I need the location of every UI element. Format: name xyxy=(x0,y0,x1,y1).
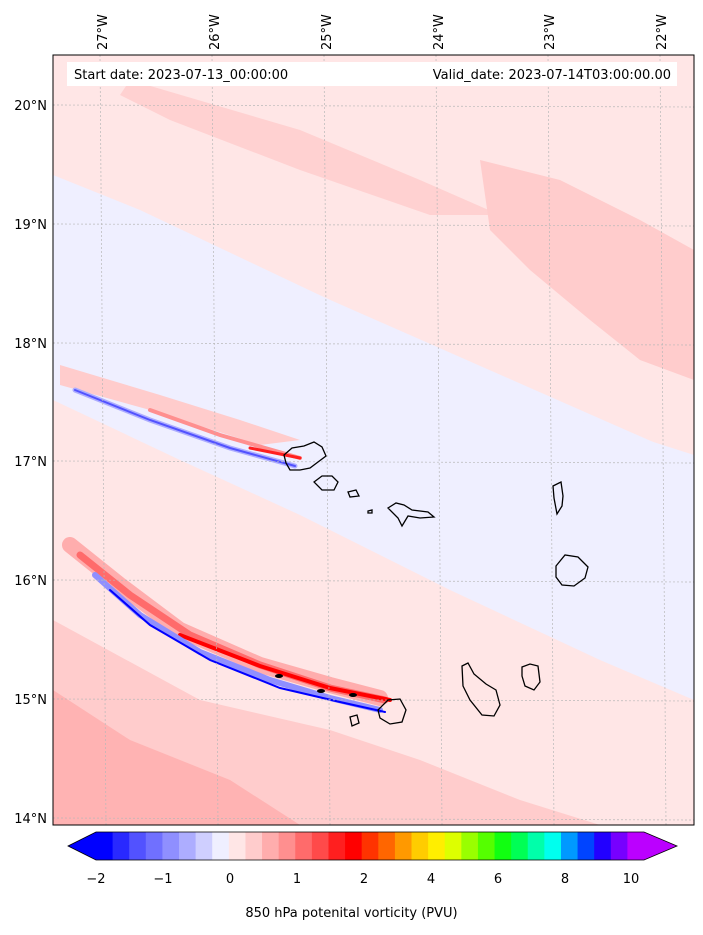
gridline xyxy=(53,579,694,583)
lat-tick-label: 15°N xyxy=(14,693,47,708)
cbar-tick-label: 2 xyxy=(360,872,368,887)
cbar-swatch xyxy=(195,832,213,860)
plot-frame xyxy=(52,54,695,826)
lon-tick-label: 26°W xyxy=(208,14,223,50)
gridline xyxy=(99,55,107,825)
lat-tick-label: 14°N xyxy=(14,812,47,827)
start-date-text: Start date: 2023-07-13_00:00:00 xyxy=(74,68,288,83)
gridline xyxy=(323,55,331,825)
lat-tick-label: 19°N xyxy=(14,218,47,233)
gridlines xyxy=(53,55,694,825)
cbar-tick-label: −2 xyxy=(86,872,105,887)
cbar-swatch xyxy=(594,832,612,860)
cbar-swatch xyxy=(428,832,446,860)
cbar-swatch xyxy=(610,832,628,860)
lon-tick-label: 25°W xyxy=(320,14,335,50)
cbar-swatch xyxy=(527,832,545,860)
gridline xyxy=(547,55,555,825)
cbar-tick-label: −1 xyxy=(153,872,172,887)
lat-tick-label: 16°N xyxy=(14,574,47,589)
cbar-swatch xyxy=(328,832,346,860)
lat-tick-labels: 20°N 19°N 18°N 17°N 16°N 15°N 14°N xyxy=(14,99,47,827)
coastlines xyxy=(283,441,589,727)
gridline xyxy=(659,55,667,825)
cbar-swatch xyxy=(228,832,246,860)
cbar-swatch xyxy=(511,832,529,860)
cbar-swatch xyxy=(577,832,595,860)
colorbar-tick-labels: −2 −1 0 1 2 4 6 8 10 xyxy=(86,872,639,887)
gridline xyxy=(53,223,694,227)
lat-tick-label: 18°N xyxy=(14,337,47,352)
cbar-swatch xyxy=(179,832,197,860)
cbar-tick-label: 8 xyxy=(561,872,569,887)
cbar-swatch xyxy=(494,832,512,860)
header-box xyxy=(67,62,677,86)
colorbar-label: 850 hPa potenital vorticity (PVU) xyxy=(245,906,458,921)
cbar-swatch xyxy=(262,832,280,860)
gridline xyxy=(53,342,694,346)
cbar-swatch xyxy=(311,832,329,860)
cbar-tick-label: 4 xyxy=(427,872,435,887)
cbar-swatch xyxy=(411,832,429,860)
colorbar xyxy=(67,831,679,861)
cbar-swatch xyxy=(295,832,313,860)
gridline xyxy=(53,817,694,821)
lon-tick-label: 23°W xyxy=(543,14,558,50)
cbar-swatch xyxy=(394,832,413,860)
cbar-tick-label: 10 xyxy=(623,872,640,887)
lat-tick-label: 20°N xyxy=(14,99,47,114)
cbar-swatch xyxy=(145,832,163,860)
cbar-swatch xyxy=(544,832,562,860)
lon-tick-label: 27°W xyxy=(96,14,111,50)
lon-tick-label: 22°W xyxy=(655,14,670,50)
cbar-swatch xyxy=(345,832,363,860)
cbar-tick-label: 0 xyxy=(226,872,234,887)
cbar-swatch xyxy=(461,832,479,860)
gridline xyxy=(211,55,219,825)
gridline xyxy=(435,55,443,825)
cbar-swatch xyxy=(444,832,462,860)
cbar-swatch xyxy=(477,832,496,860)
cbar-swatch xyxy=(627,832,645,860)
gridline xyxy=(53,698,694,702)
cbar-swatch xyxy=(96,832,114,860)
cbar-tick-label: 6 xyxy=(494,872,502,887)
lon-tick-label: 24°W xyxy=(432,14,447,50)
pv-field xyxy=(53,55,694,825)
cbar-swatch xyxy=(162,832,180,860)
cbar-swatch xyxy=(245,832,263,860)
lat-tick-label: 17°N xyxy=(14,455,47,470)
cbar-swatch xyxy=(212,832,230,860)
cbar-outline xyxy=(67,831,679,861)
cbar-swatch xyxy=(278,832,296,860)
lon-tick-labels: 27°W 26°W 25°W 24°W 23°W 22°W xyxy=(96,14,670,50)
cbar-swatch xyxy=(112,832,130,860)
cbar-swatch xyxy=(361,832,379,860)
gridline xyxy=(53,460,694,464)
cbar-swatch xyxy=(129,832,147,860)
cbar-swatch xyxy=(560,832,579,860)
gridline xyxy=(53,104,694,108)
valid-date-text: Valid_date: 2023-07-14T03:00:00.00 xyxy=(433,68,671,83)
cbar-extend-max xyxy=(644,832,677,860)
cbar-tick-label: 1 xyxy=(293,872,301,887)
cbar-swatch xyxy=(378,832,396,860)
cbar-extend-min xyxy=(68,832,96,860)
